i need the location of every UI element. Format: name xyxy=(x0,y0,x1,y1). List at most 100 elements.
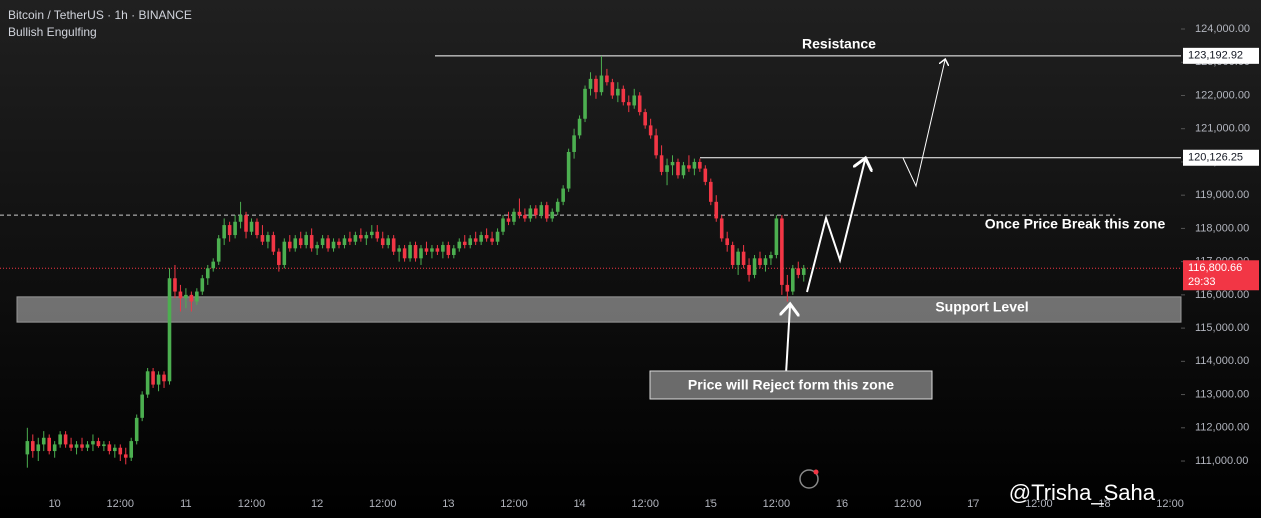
candle-body xyxy=(457,241,462,249)
candle-body xyxy=(249,221,254,232)
candle-body xyxy=(277,251,281,265)
candle-body xyxy=(386,238,390,246)
candle-body xyxy=(801,268,806,275)
support-label: Support Level xyxy=(935,299,1028,315)
candle-body xyxy=(107,444,112,452)
candle-body xyxy=(501,218,505,232)
candle-body xyxy=(80,444,84,448)
candle-body xyxy=(200,278,205,292)
candle-body xyxy=(31,441,35,452)
candle-body xyxy=(654,135,658,156)
candle-body xyxy=(479,235,483,242)
candle-body xyxy=(523,215,527,219)
break-label: Once Price Break this zone xyxy=(985,216,1166,232)
watermark: @Trisha_Saha xyxy=(1009,480,1156,505)
candle-body xyxy=(25,441,30,455)
candle-body xyxy=(599,75,604,93)
reject-box xyxy=(649,370,933,400)
candle-body xyxy=(462,241,467,246)
candle-body xyxy=(730,245,735,265)
candle-body xyxy=(337,241,341,246)
candle-body xyxy=(687,165,691,169)
candle-body xyxy=(588,78,593,89)
candle-body xyxy=(435,248,440,252)
y-tick-label: 114,000.00 xyxy=(1195,355,1249,367)
candle-body xyxy=(129,441,134,458)
candle-body xyxy=(205,268,210,279)
candle-body xyxy=(468,238,473,246)
x-tick-label: 16 xyxy=(836,498,848,510)
candle-body xyxy=(402,248,407,259)
x-tick-label: 10 xyxy=(49,498,61,510)
candle-body xyxy=(364,235,369,239)
candle-body xyxy=(539,205,544,216)
candle-body xyxy=(626,102,631,106)
x-tick-label: 12:00 xyxy=(107,498,135,510)
candle-body xyxy=(162,374,166,382)
candle-body xyxy=(572,135,576,152)
candle-body xyxy=(320,238,325,246)
candle-body xyxy=(752,258,757,275)
chart-title: Bitcoin / TetherUS · 1h · BINANCE xyxy=(8,8,192,22)
x-tick-label: 18 xyxy=(1098,498,1110,510)
reject-arrow xyxy=(786,306,790,375)
candle-body xyxy=(293,238,298,249)
candle-body xyxy=(178,291,183,299)
candle-body xyxy=(47,437,52,452)
candle-body xyxy=(58,434,62,445)
candle-body xyxy=(342,238,347,246)
candle-body xyxy=(326,238,330,249)
candle-body xyxy=(528,208,533,219)
candle-body xyxy=(359,235,363,239)
y-tick-label: 113,000.00 xyxy=(1195,388,1249,400)
candle-body xyxy=(708,181,713,202)
candle-body xyxy=(195,291,199,302)
candle-body xyxy=(216,238,221,262)
candle-body xyxy=(222,225,226,239)
candle-body xyxy=(484,235,489,239)
candle-body xyxy=(441,245,445,252)
candle-body xyxy=(408,245,412,259)
candle-body xyxy=(353,235,358,242)
candle-body xyxy=(736,251,740,265)
y-tick-label: 118,000.00 xyxy=(1195,222,1249,234)
candle-body xyxy=(566,151,571,189)
candle-body xyxy=(621,88,626,103)
candle-body xyxy=(670,161,675,166)
replay-icon[interactable] xyxy=(799,469,819,489)
candle-body xyxy=(698,161,702,169)
candle-body xyxy=(304,235,308,246)
reject-label: Price will Reject form this zone xyxy=(688,377,894,393)
last-price-tag xyxy=(1183,260,1259,291)
y-tick-label: 111,000.00 xyxy=(1195,455,1248,467)
resistance-label: Resistance xyxy=(802,36,876,52)
candle-body xyxy=(555,201,560,212)
candle-body xyxy=(96,441,101,447)
x-tick-label: 12 xyxy=(311,498,323,510)
candle-body xyxy=(380,238,385,246)
candle-body xyxy=(561,188,565,202)
x-tick-label: 12:00 xyxy=(238,498,266,510)
x-tick-label: 13 xyxy=(442,498,454,510)
projection-path xyxy=(806,160,865,293)
candle-body xyxy=(550,211,555,219)
candle-body xyxy=(244,215,248,232)
candle-body xyxy=(490,238,494,242)
level-label: 123,192.92 xyxy=(1188,50,1243,62)
candle-body xyxy=(446,245,451,255)
x-tick-label: 12:00 xyxy=(1156,498,1184,510)
y-tick-label: 121,000.00 xyxy=(1195,123,1250,135)
candle-body xyxy=(184,294,188,299)
level-label: 120,126.25 xyxy=(1188,152,1243,164)
candle-body xyxy=(534,208,538,216)
candle-body xyxy=(173,278,177,292)
candle-body xyxy=(52,444,57,452)
candle-body xyxy=(785,284,790,292)
candle-body xyxy=(495,231,500,242)
candle-body xyxy=(430,248,434,252)
candle-body xyxy=(424,248,429,252)
candle-body xyxy=(681,165,686,176)
candle-body xyxy=(517,211,522,216)
level-tag xyxy=(1183,47,1259,64)
